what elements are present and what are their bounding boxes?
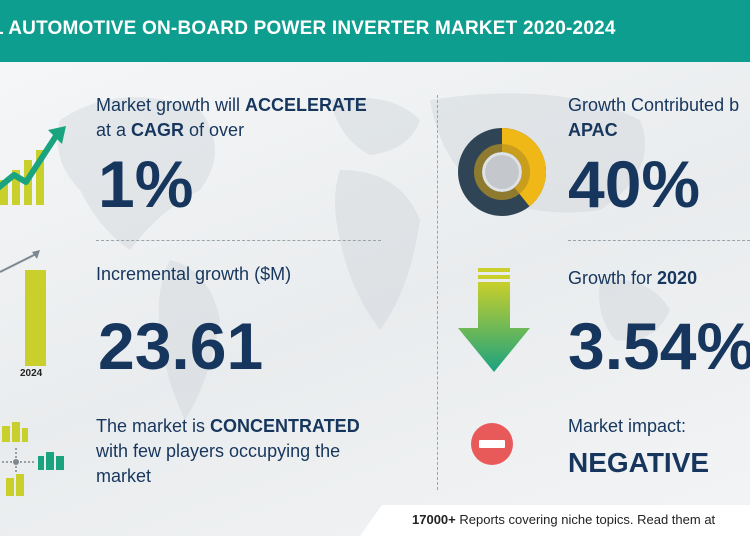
apac-label: APAC <box>568 120 618 140</box>
year-label-2024: 2024 <box>20 368 43 379</box>
incremental-growth-label: Incremental growth ($M) <box>96 264 292 284</box>
down-arrow-icon <box>458 268 530 372</box>
growth-2020-value: 3.54% <box>568 309 750 383</box>
footer-text: 17000+ Reports covering niche topics. Re… <box>412 512 716 527</box>
concentrated-market-icon <box>2 422 64 496</box>
growth-2020-label: Growth for 2020 <box>568 268 698 288</box>
growth-chart-icon <box>0 126 66 205</box>
year-2020-label: 2020 <box>657 268 698 288</box>
concentration-text: The market is CONCENTRATED with few play… <box>96 416 360 486</box>
cagr-label: CAGR <box>131 120 185 140</box>
apac-text: Growth Contributed b APAC <box>568 95 740 140</box>
column-divider <box>437 95 438 490</box>
cagr-value: 1% <box>98 147 194 221</box>
concentrated-label: CONCENTRATED <box>210 416 360 436</box>
minus-circle-icon <box>471 423 513 465</box>
incremental-growth-value: 23.61 <box>98 309 264 383</box>
page-title: L AUTOMOTIVE ON-BOARD POWER INVERTER MAR… <box>0 18 616 39</box>
footer-banner <box>360 505 750 536</box>
donut-chart-icon <box>458 128 547 216</box>
divider <box>568 240 750 241</box>
market-impact-label: Market impact: <box>568 416 687 436</box>
accelerate-label: ACCELERATE <box>245 95 367 115</box>
apac-value: 40% <box>568 147 701 221</box>
cagr-text: Market growth will ACCELERATE at a CAGR … <box>96 95 367 140</box>
report-count: 17000+ <box>412 512 456 527</box>
bar-arrow-icon <box>0 250 46 366</box>
header-bar: L AUTOMOTIVE ON-BOARD POWER INVERTER MAR… <box>0 0 750 62</box>
divider <box>96 240 381 241</box>
market-impact-value: NEGATIVE <box>568 447 710 478</box>
